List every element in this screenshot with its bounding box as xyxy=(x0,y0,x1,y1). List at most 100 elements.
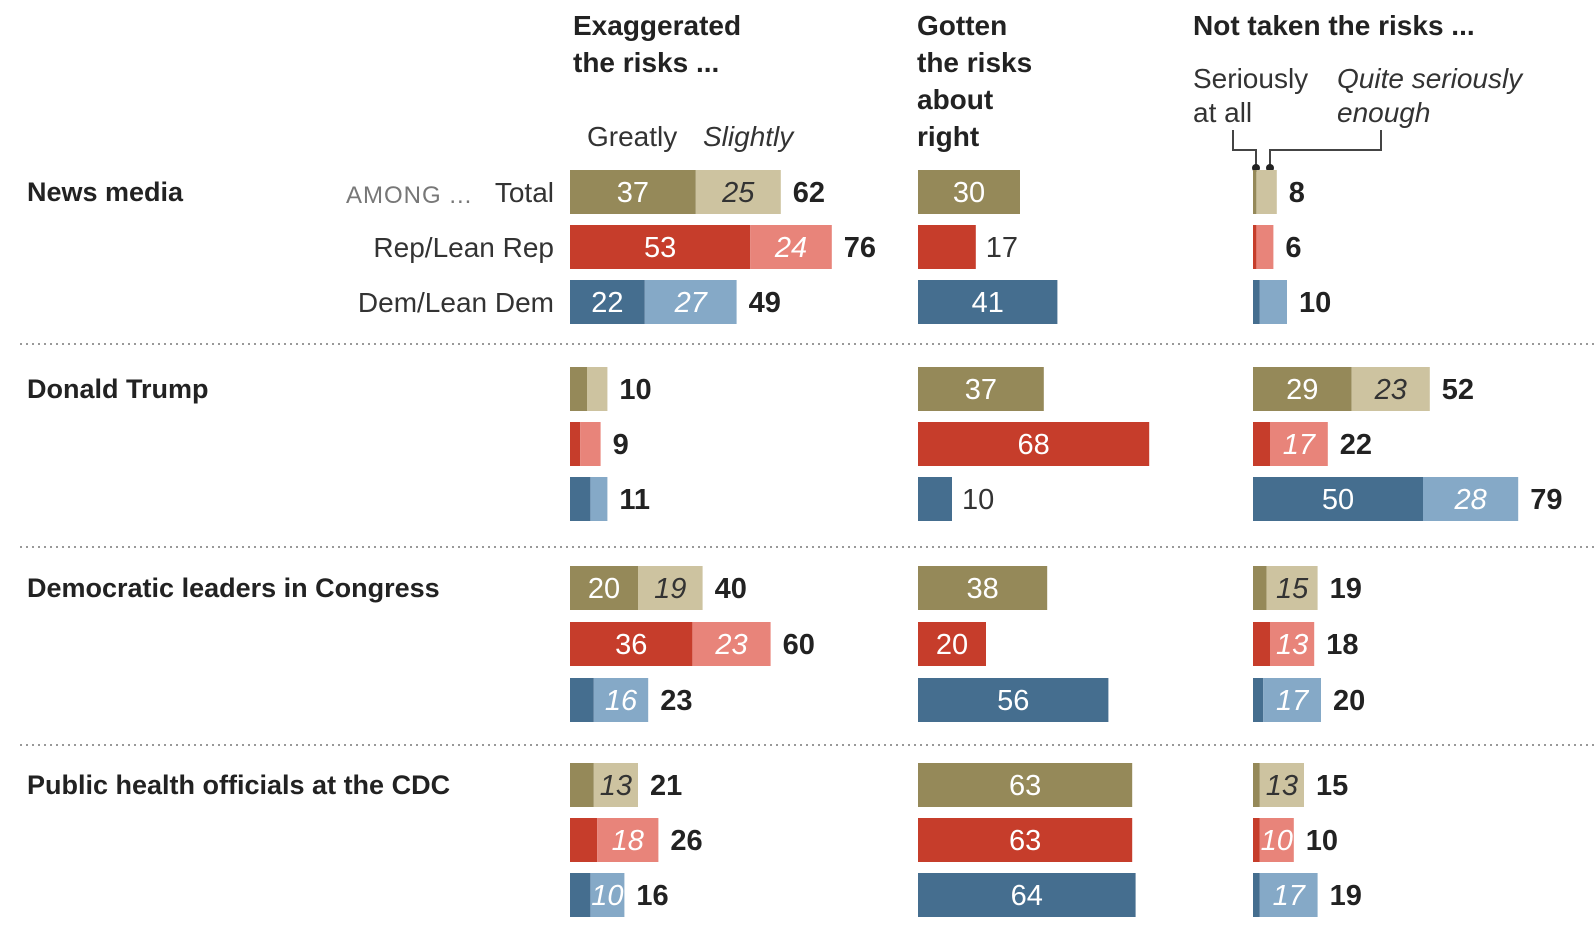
label-not-taken-net: 18 xyxy=(1326,629,1358,661)
header-exaggerated-line: Exaggerated xyxy=(573,10,741,41)
bar-right xyxy=(918,678,1109,722)
header-right-line: the risks xyxy=(917,47,1032,78)
label-exaggerated-greatly: 36 xyxy=(615,629,647,661)
bar-exaggerated-greatly xyxy=(570,225,751,269)
bar-exaggerated-slightly xyxy=(593,678,649,722)
header-not-taken: Not taken the risks ... xyxy=(1193,10,1475,41)
label-exaggerated-slightly: 10 xyxy=(591,880,623,912)
bar-exaggerated-greatly xyxy=(570,422,581,466)
label-not-taken-quite: 15 xyxy=(1276,573,1309,605)
label-exaggerated-net: 76 xyxy=(844,232,876,264)
label-exaggerated-slightly: 23 xyxy=(714,629,747,661)
bar-right xyxy=(918,170,1020,214)
label-right: 41 xyxy=(972,287,1004,319)
header-quite-line: Quite seriously xyxy=(1337,63,1524,94)
bar-exaggerated-slightly xyxy=(638,566,703,610)
bar-exaggerated-greatly xyxy=(570,170,696,214)
label-not-taken-quite: 13 xyxy=(1266,770,1298,802)
label-not-taken-quite: 23 xyxy=(1374,374,1407,406)
label-exaggerated-net: 40 xyxy=(715,573,747,605)
label-exaggerated-slightly: 24 xyxy=(774,232,807,264)
bar-right xyxy=(918,818,1133,862)
bar-not-taken-seriously xyxy=(1253,280,1260,324)
bar-right xyxy=(918,477,952,521)
bar-right xyxy=(918,225,976,269)
bar-right xyxy=(918,873,1136,917)
bar-not-taken-quite xyxy=(1266,566,1318,610)
label-not-taken-net: 20 xyxy=(1333,685,1365,717)
label-exaggerated-net: 23 xyxy=(660,685,692,717)
bar-exaggerated-slightly xyxy=(590,873,625,917)
label-exaggerated-slightly: 25 xyxy=(721,177,755,209)
bar-exaggerated-slightly xyxy=(692,622,771,666)
bar-exaggerated-slightly xyxy=(597,818,659,862)
label-not-taken-net: 22 xyxy=(1340,429,1372,461)
label-right: 63 xyxy=(1009,770,1041,802)
label-exaggerated-net: 49 xyxy=(749,287,781,319)
label-right: 63 xyxy=(1009,825,1041,857)
among-label: AMONG ... xyxy=(346,182,472,209)
label-not-taken-quite: 13 xyxy=(1276,629,1308,661)
bar-exaggerated-slightly xyxy=(593,763,638,807)
label-right: 64 xyxy=(1011,880,1043,912)
row-label: Total xyxy=(495,177,554,208)
label-not-taken-quite: 28 xyxy=(1453,484,1486,516)
bar-not-taken-seriously xyxy=(1253,566,1267,610)
label-not-taken-net: 15 xyxy=(1316,770,1348,802)
header-greatly: Greatly xyxy=(587,121,677,152)
bar-not-taken-seriously xyxy=(1253,422,1270,466)
bar-not-taken-seriously xyxy=(1253,873,1260,917)
label-not-taken-quite: 17 xyxy=(1276,685,1310,717)
bar-exaggerated-greatly xyxy=(570,873,591,917)
bar-exaggerated-slightly xyxy=(644,280,737,324)
bar-exaggerated-greatly xyxy=(570,678,594,722)
bar-exaggerated-greatly xyxy=(570,818,598,862)
bar-not-taken-quite xyxy=(1351,367,1430,411)
label-exaggerated-greatly: 20 xyxy=(588,573,620,605)
label-right: 17 xyxy=(986,232,1018,264)
bar-not-taken-quite xyxy=(1259,873,1318,917)
bar-not-taken-quite xyxy=(1256,170,1277,214)
label-right: 30 xyxy=(953,177,985,209)
label-exaggerated-slightly: 18 xyxy=(612,825,644,857)
header-seriously-line: Seriously xyxy=(1193,63,1308,94)
label-not-taken-net: 79 xyxy=(1530,484,1562,516)
bar-exaggerated-greatly xyxy=(570,477,591,521)
label-right: 56 xyxy=(997,685,1029,717)
label-exaggerated-net: 60 xyxy=(783,629,815,661)
bar-not-taken-seriously xyxy=(1253,818,1260,862)
label-exaggerated-slightly: 13 xyxy=(600,770,632,802)
header-right-line: right xyxy=(917,121,979,152)
label-right: 10 xyxy=(962,484,994,516)
label-not-taken-net: 8 xyxy=(1289,177,1305,209)
label-exaggerated-net: 62 xyxy=(793,177,825,209)
label-not-taken-seriously: 50 xyxy=(1322,484,1354,516)
label-exaggerated-greatly: 37 xyxy=(617,177,649,209)
bar-exaggerated-greatly xyxy=(570,280,645,324)
label-not-taken-quite: 17 xyxy=(1273,880,1307,912)
header-exaggerated-line: the risks ... xyxy=(573,47,719,78)
bar-right xyxy=(918,566,1048,610)
bar-not-taken-quite xyxy=(1423,477,1519,521)
label-not-taken-seriously: 29 xyxy=(1286,374,1318,406)
bar-exaggerated-greatly xyxy=(570,367,587,411)
bar-right xyxy=(918,367,1044,411)
label-not-taken-quite: 17 xyxy=(1283,429,1317,461)
bar-exaggerated-slightly xyxy=(580,422,601,466)
bar-not-taken-quite xyxy=(1270,422,1328,466)
bar-not-taken-quite xyxy=(1263,678,1321,722)
bar-exaggerated-slightly xyxy=(750,225,832,269)
bar-exaggerated-slightly xyxy=(590,477,608,521)
bar-not-taken-quite xyxy=(1256,225,1274,269)
bar-exaggerated-slightly xyxy=(587,367,608,411)
label-exaggerated-net: 16 xyxy=(636,880,668,912)
bar-not-taken-seriously xyxy=(1253,763,1260,807)
bar-not-taken-quite xyxy=(1259,818,1294,862)
label-not-taken-net: 6 xyxy=(1285,232,1301,264)
label-right: 37 xyxy=(965,374,997,406)
entity-label: Donald Trump xyxy=(27,374,209,404)
label-not-taken-net: 52 xyxy=(1442,374,1474,406)
label-not-taken-net: 10 xyxy=(1299,287,1331,319)
header-right-line: Gotten xyxy=(917,10,1007,41)
